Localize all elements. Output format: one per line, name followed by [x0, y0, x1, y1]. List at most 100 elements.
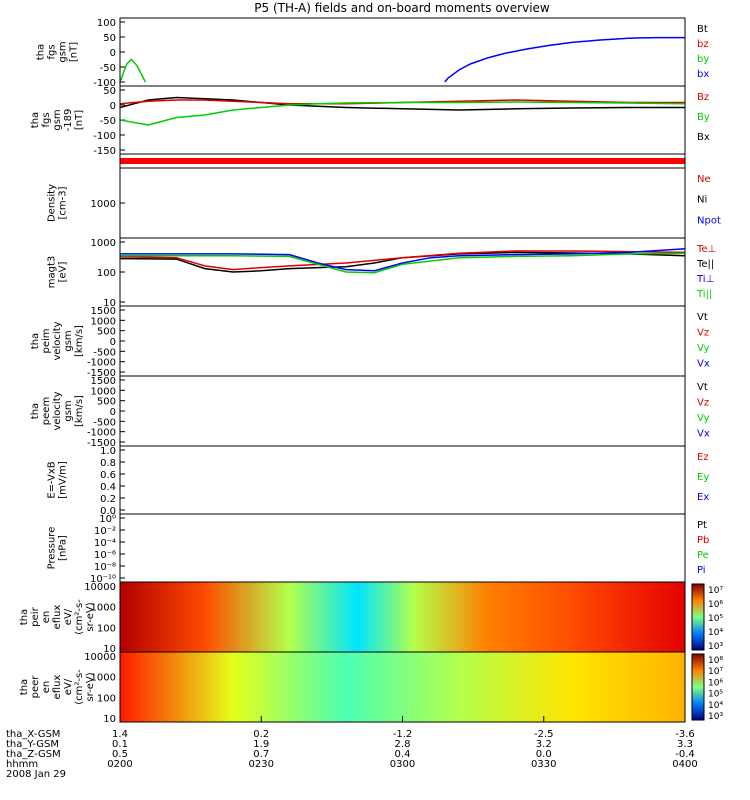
ylabel-line: Pressure	[47, 527, 58, 570]
ytick-label: 1.0	[100, 446, 116, 457]
xaxis-value: 3.3	[677, 739, 693, 750]
xaxis-row-label: tha_X-GSM	[6, 729, 60, 740]
ytick-label: -1000	[87, 358, 116, 369]
ytick-label: 50	[103, 86, 116, 97]
ytick-label: 10000	[84, 652, 116, 663]
series-Ti||	[120, 252, 686, 274]
ylabel-line: gsm	[52, 109, 63, 130]
ylabel-line: tha	[30, 403, 41, 419]
colorbar-tick: 10⁸	[708, 656, 723, 666]
series-By	[119, 101, 686, 126]
ylabel-line: tha	[30, 112, 41, 128]
flag-bar	[120, 158, 685, 164]
legend-Ex: Ex	[697, 492, 709, 503]
ytick-label: 100	[97, 623, 116, 634]
ylabel-line: gsm	[63, 400, 74, 421]
ytick-label: 1000	[91, 316, 116, 327]
colorbar-tick: 10⁴	[708, 628, 723, 638]
ytick-label: 10	[103, 298, 116, 309]
ytick-label: 10⁻⁶	[94, 550, 116, 561]
series-bx	[444, 36, 685, 83]
legend-Pb: Pb	[697, 535, 709, 546]
colorbar-tick: 10⁵	[708, 690, 723, 700]
legend-by: by	[697, 54, 709, 65]
panel-9: tha peir en eflux eV/(cm²-s-sr-eV) 10000 1000 1…	[19, 581, 723, 655]
ytick-label: 0	[110, 101, 116, 112]
legend-Ti⊥: Ti⊥	[696, 274, 714, 285]
legend-Bt: Bt	[697, 24, 708, 35]
ylabel-line: [cm-3]	[58, 186, 69, 219]
ytick-label: -50	[100, 63, 116, 74]
panel-4: magt3 [eV] 1000 100 10 Te⊥ Te|| Ti⊥ Ti||	[47, 237, 716, 309]
ytick-label: 0.2	[100, 494, 116, 505]
legend-Pi: Pi	[697, 565, 706, 576]
ytick-label: 1000	[91, 673, 116, 684]
ylabel-line: peer	[30, 675, 41, 699]
colorbar-tick: 10⁷	[708, 667, 723, 677]
colorbar	[691, 653, 705, 721]
plot-title: P5 (TH-A) fields and on-board moments ov…	[254, 1, 550, 15]
colorbar-tick: 10⁵	[708, 614, 723, 624]
ylabel-line: (cm²-s-	[74, 599, 85, 635]
colorbar-tick: 10³	[708, 642, 723, 652]
ytick-label: 1500	[91, 376, 116, 387]
xaxis-value: 0.5	[112, 749, 128, 760]
ylabel-line: eflux	[52, 675, 63, 700]
legend-Ti||: Ti||	[696, 289, 712, 300]
colorbar-tick: 10⁷	[708, 586, 723, 596]
xaxis-row-label: tha_Y-GSM	[6, 739, 59, 750]
legend-Vt: Vt	[697, 382, 708, 393]
xaxis-value: 3.2	[536, 739, 552, 750]
series-Te||	[119, 251, 686, 273]
legend-Vt: Vt	[697, 312, 708, 323]
ylabel-line: eV/	[63, 678, 74, 695]
series-by	[119, 58, 147, 83]
ylabel-line: eflux	[52, 605, 63, 630]
panel-7: E=-VxB [mV/m] 1.00.80.60.40.20.0 Ez Ey Ex	[47, 445, 709, 517]
ylabel-line: eV/	[63, 608, 74, 625]
ytick-label: 10⁻⁸	[94, 562, 116, 573]
legend-bz: bz	[697, 39, 709, 50]
legend-bx: bx	[697, 69, 709, 80]
ytick-label: 0	[110, 407, 116, 418]
ylabel-line: -189	[63, 109, 74, 132]
panel-frame	[119, 305, 686, 377]
xaxis-value: 0.2	[253, 729, 269, 740]
xaxis-value: 0.0	[536, 749, 552, 760]
spectrogram	[120, 652, 685, 722]
ytick-label: 1500	[91, 306, 116, 317]
legend-Vz: Vz	[697, 328, 709, 339]
ytick-label: 50	[103, 33, 116, 44]
ytick-label: -1000	[87, 428, 116, 439]
ytick-label: 10⁰	[99, 514, 116, 525]
ytick-label: 10000	[84, 582, 116, 593]
panel-6: tha peem velocity gsm [km/s] 150010005000-500…	[30, 375, 710, 449]
xaxis-value: -1.2	[393, 729, 413, 740]
ytick-label: 100	[97, 18, 116, 29]
panel-frame	[119, 375, 686, 447]
ylabel-line: magt3	[47, 256, 58, 289]
ytick-label: 0.6	[100, 470, 116, 481]
ylabel-line: peir	[30, 606, 41, 626]
ylabel-line: fgs	[47, 44, 58, 59]
panel-10: tha peer en eflux eV/(cm²-s-sr-eV) 10000 1000 1…	[19, 651, 723, 725]
legend-Te||: Te||	[696, 259, 714, 270]
ytick-label: -150	[93, 146, 116, 157]
ytick-label: 10⁻²	[94, 526, 116, 537]
ytick-label: -50	[100, 116, 116, 127]
ytick-label: 500	[97, 397, 116, 408]
xaxis-row-label: hhmm	[6, 759, 38, 770]
ylabel-line: tha	[19, 609, 30, 625]
colorbar	[691, 583, 705, 651]
ytick-label: 1000	[91, 238, 116, 249]
legend-Pt: Pt	[697, 520, 707, 531]
legend-Vx: Vx	[697, 359, 710, 370]
legend-Vz: Vz	[697, 398, 709, 409]
legend-Npot: Npot	[697, 215, 721, 226]
legend-Vy: Vy	[697, 413, 710, 424]
legend-Pe: Pe	[697, 550, 709, 561]
colorbar-tick: 10⁶	[708, 678, 723, 688]
ytick-label: 0.8	[100, 458, 116, 469]
ytick-label: -500	[93, 417, 116, 428]
ytick-label: 500	[97, 327, 116, 338]
